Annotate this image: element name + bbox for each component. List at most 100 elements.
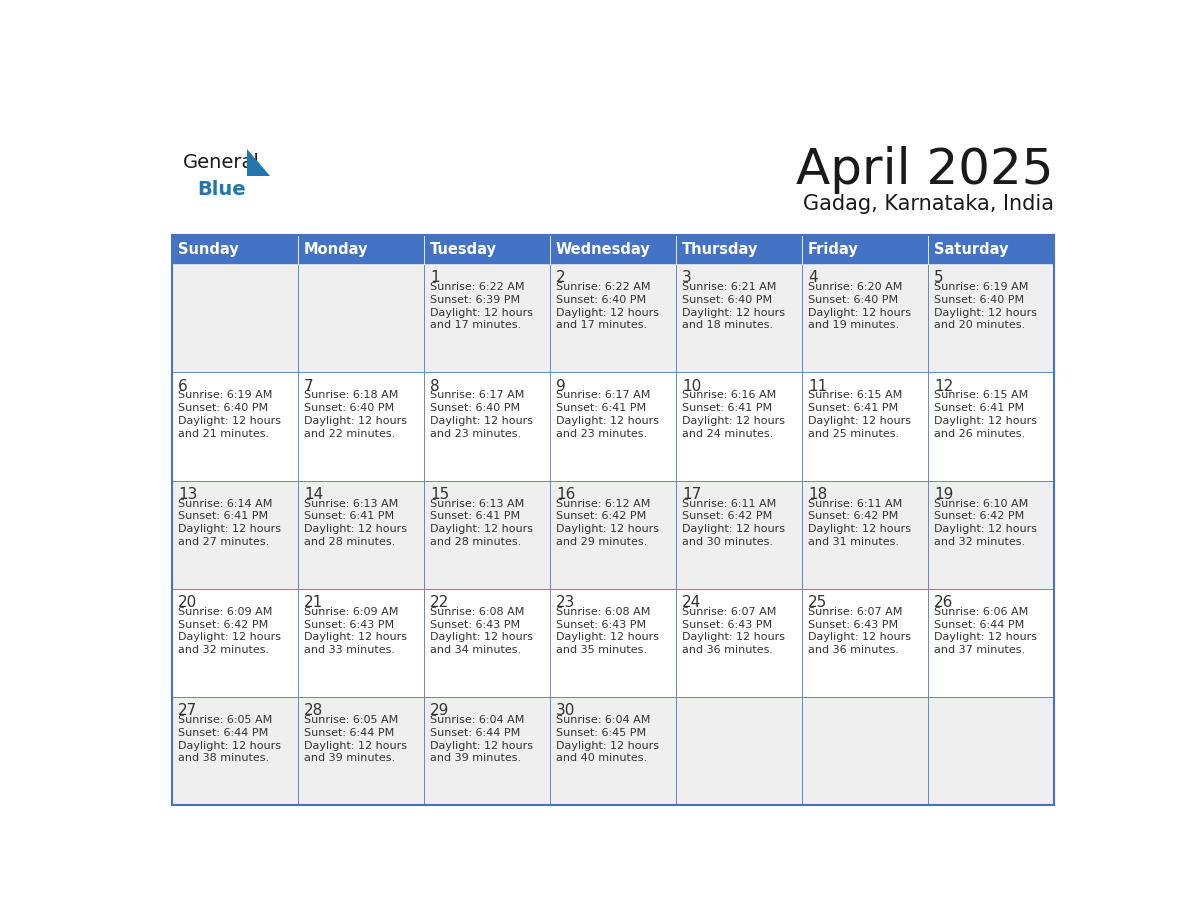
Text: 13: 13 (178, 487, 197, 502)
Text: Sunset: 6:42 PM: Sunset: 6:42 PM (934, 511, 1024, 521)
Text: 15: 15 (430, 487, 449, 502)
Text: 17: 17 (682, 487, 701, 502)
Text: Sunset: 6:41 PM: Sunset: 6:41 PM (178, 511, 268, 521)
Text: 25: 25 (808, 595, 827, 610)
Text: Sunset: 6:44 PM: Sunset: 6:44 PM (304, 728, 394, 738)
Bar (172, 373, 298, 481)
Bar (802, 373, 928, 481)
Bar (802, 264, 928, 373)
Text: Daylight: 12 hours: Daylight: 12 hours (304, 416, 407, 426)
Bar (676, 373, 802, 481)
Text: Daylight: 12 hours: Daylight: 12 hours (430, 416, 533, 426)
Text: Daylight: 12 hours: Daylight: 12 hours (934, 308, 1037, 318)
Text: Daylight: 12 hours: Daylight: 12 hours (430, 741, 533, 751)
Text: and 18 minutes.: and 18 minutes. (682, 320, 773, 330)
Text: Sunset: 6:41 PM: Sunset: 6:41 PM (682, 403, 772, 413)
Text: and 24 minutes.: and 24 minutes. (682, 429, 773, 439)
Bar (676, 235, 802, 264)
Text: and 27 minutes.: and 27 minutes. (178, 537, 270, 547)
Text: 12: 12 (934, 378, 953, 394)
Text: Sunrise: 6:08 AM: Sunrise: 6:08 AM (556, 607, 650, 617)
Bar (550, 481, 676, 589)
Text: Sunrise: 6:13 AM: Sunrise: 6:13 AM (430, 498, 524, 509)
Bar (172, 264, 298, 373)
Text: Sunrise: 6:04 AM: Sunrise: 6:04 AM (430, 715, 524, 725)
Text: Sunset: 6:42 PM: Sunset: 6:42 PM (682, 511, 772, 521)
Text: Sunrise: 6:11 AM: Sunrise: 6:11 AM (808, 498, 902, 509)
Text: 10: 10 (682, 378, 701, 394)
Text: and 40 minutes.: and 40 minutes. (556, 754, 647, 764)
Text: and 32 minutes.: and 32 minutes. (178, 645, 268, 655)
Text: Sunrise: 6:18 AM: Sunrise: 6:18 AM (304, 390, 398, 400)
Bar (172, 235, 1054, 805)
Bar (802, 481, 928, 589)
Text: and 19 minutes.: and 19 minutes. (808, 320, 899, 330)
Text: 8: 8 (430, 378, 440, 394)
Text: and 36 minutes.: and 36 minutes. (682, 645, 773, 655)
Text: 29: 29 (430, 703, 449, 719)
Text: 6: 6 (178, 378, 188, 394)
Text: Sunrise: 6:12 AM: Sunrise: 6:12 AM (556, 498, 650, 509)
Text: Wednesday: Wednesday (556, 242, 651, 257)
Text: Daylight: 12 hours: Daylight: 12 hours (556, 741, 659, 751)
Text: Sunrise: 6:05 AM: Sunrise: 6:05 AM (304, 715, 398, 725)
Text: and 22 minutes.: and 22 minutes. (304, 429, 396, 439)
Text: Sunset: 6:43 PM: Sunset: 6:43 PM (304, 620, 394, 630)
Text: Sunrise: 6:04 AM: Sunrise: 6:04 AM (556, 715, 650, 725)
Text: and 37 minutes.: and 37 minutes. (934, 645, 1025, 655)
Text: and 28 minutes.: and 28 minutes. (304, 537, 396, 547)
Text: Sunrise: 6:07 AM: Sunrise: 6:07 AM (808, 607, 903, 617)
Text: and 33 minutes.: and 33 minutes. (304, 645, 394, 655)
Text: Sunset: 6:40 PM: Sunset: 6:40 PM (430, 403, 520, 413)
Text: and 36 minutes.: and 36 minutes. (808, 645, 899, 655)
Bar (802, 235, 928, 264)
Bar (676, 589, 802, 697)
Bar (172, 589, 298, 697)
Bar (172, 235, 298, 264)
Text: Sunrise: 6:06 AM: Sunrise: 6:06 AM (934, 607, 1028, 617)
Text: General: General (183, 153, 260, 172)
Text: Daylight: 12 hours: Daylight: 12 hours (430, 524, 533, 534)
Text: Sunset: 6:43 PM: Sunset: 6:43 PM (682, 620, 772, 630)
Text: 26: 26 (934, 595, 953, 610)
Text: Tuesday: Tuesday (430, 242, 497, 257)
Text: Daylight: 12 hours: Daylight: 12 hours (808, 524, 911, 534)
Text: Daylight: 12 hours: Daylight: 12 hours (556, 524, 659, 534)
Text: Daylight: 12 hours: Daylight: 12 hours (178, 633, 280, 643)
Text: and 17 minutes.: and 17 minutes. (556, 320, 647, 330)
Text: 2: 2 (556, 270, 565, 285)
Text: Sunrise: 6:14 AM: Sunrise: 6:14 AM (178, 498, 272, 509)
Bar (802, 589, 928, 697)
Text: Sunset: 6:40 PM: Sunset: 6:40 PM (178, 403, 268, 413)
Text: Daylight: 12 hours: Daylight: 12 hours (682, 633, 785, 643)
Text: Sunset: 6:41 PM: Sunset: 6:41 PM (808, 403, 898, 413)
Bar (424, 697, 550, 805)
Text: Sunrise: 6:22 AM: Sunrise: 6:22 AM (430, 282, 524, 292)
Text: 14: 14 (304, 487, 323, 502)
Text: 22: 22 (430, 595, 449, 610)
Bar (424, 235, 550, 264)
Text: and 28 minutes.: and 28 minutes. (430, 537, 522, 547)
Text: 19: 19 (934, 487, 953, 502)
Bar (676, 481, 802, 589)
Bar (928, 264, 1054, 373)
Text: Daylight: 12 hours: Daylight: 12 hours (682, 524, 785, 534)
Text: Sunset: 6:41 PM: Sunset: 6:41 PM (934, 403, 1024, 413)
Text: Sunset: 6:42 PM: Sunset: 6:42 PM (556, 511, 646, 521)
Text: and 25 minutes.: and 25 minutes. (808, 429, 899, 439)
Text: Sunset: 6:41 PM: Sunset: 6:41 PM (304, 511, 394, 521)
Text: 9: 9 (556, 378, 565, 394)
Text: Daylight: 12 hours: Daylight: 12 hours (304, 633, 407, 643)
Text: Sunset: 6:43 PM: Sunset: 6:43 PM (556, 620, 646, 630)
Text: 30: 30 (556, 703, 575, 719)
Text: Sunrise: 6:21 AM: Sunrise: 6:21 AM (682, 282, 776, 292)
Bar (298, 697, 424, 805)
Text: Sunset: 6:41 PM: Sunset: 6:41 PM (556, 403, 646, 413)
Text: and 32 minutes.: and 32 minutes. (934, 537, 1025, 547)
Text: 16: 16 (556, 487, 575, 502)
Text: 5: 5 (934, 270, 943, 285)
Bar (424, 373, 550, 481)
Text: Sunrise: 6:20 AM: Sunrise: 6:20 AM (808, 282, 903, 292)
Text: Daylight: 12 hours: Daylight: 12 hours (556, 416, 659, 426)
Bar (172, 481, 298, 589)
